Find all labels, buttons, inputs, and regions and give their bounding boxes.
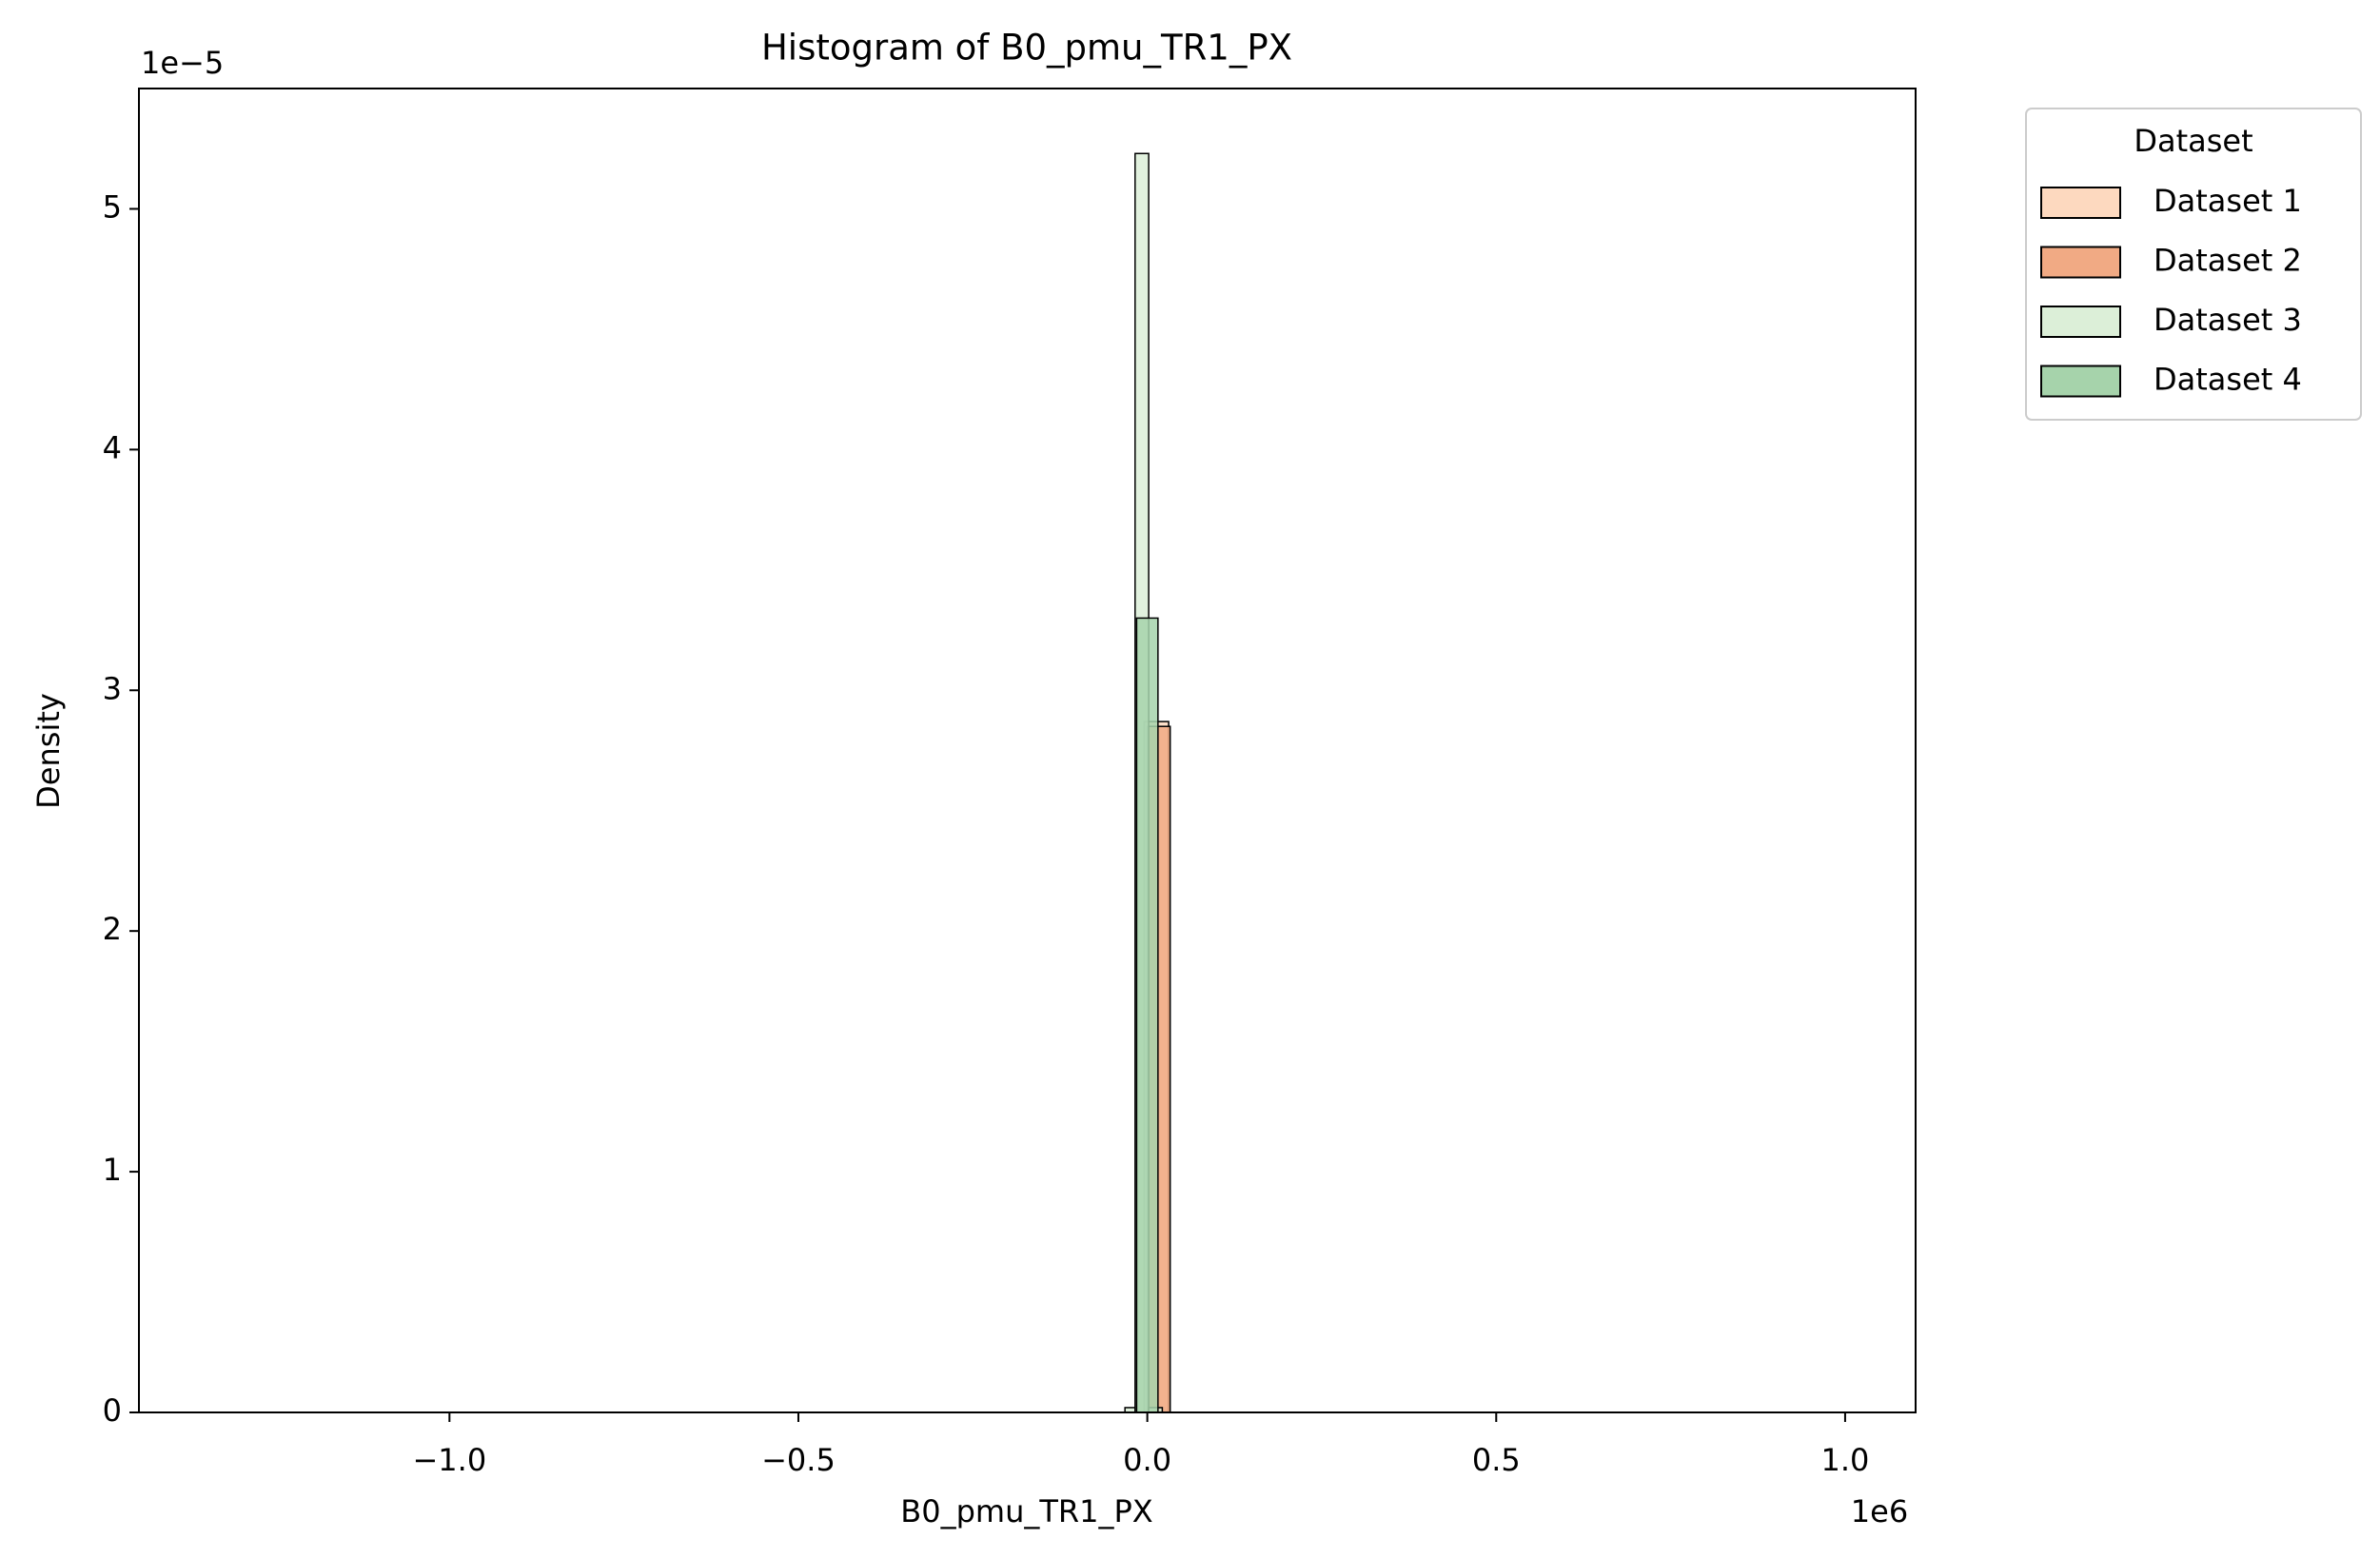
legend-swatch [2040,246,2121,279]
legend-label: Dataset 2 [2154,243,2302,279]
y-axis-label: Density [30,693,67,809]
legend-swatch [2040,187,2121,219]
legend-label: Dataset 1 [2154,183,2302,219]
y-offset-label: 1e−5 [141,45,224,81]
x-tick-label: 0.5 [1472,1442,1521,1478]
y-tick-label: 5 [103,188,122,225]
y-tick-label: 1 [103,1152,122,1188]
legend-label: Dataset 3 [2154,302,2302,338]
x-tick-label: 0.0 [1123,1442,1171,1478]
x-offset-label: 1e6 [1851,1493,1908,1529]
y-tick-label: 4 [103,429,122,465]
x-tick-label: −1.0 [412,1442,486,1478]
legend-label: Dataset 4 [2154,362,2302,398]
bar [1135,617,1159,1413]
plot-area [1124,152,1171,1413]
legend-frame [2025,108,2362,421]
x-tick-label: 1.0 [1820,1442,1869,1478]
legend: Dataset Dataset 1 Dataset 2 Dataset 3 Datas… [2025,108,2362,421]
x-tick-label: −0.5 [761,1442,836,1478]
legend-swatch [2040,365,2121,398]
y-tick-label: 2 [103,911,122,947]
x-axis-label: B0_pmu_TR1_PX [900,1493,1152,1529]
legend-swatch [2040,306,2121,338]
axes-frame [138,88,1917,1413]
chart-title: Histogram of B0_pmu_TR1_PX [761,28,1292,69]
legend-title: Dataset [2134,123,2252,159]
y-tick-label: 3 [103,670,122,706]
y-tick-label: 0 [103,1392,122,1429]
